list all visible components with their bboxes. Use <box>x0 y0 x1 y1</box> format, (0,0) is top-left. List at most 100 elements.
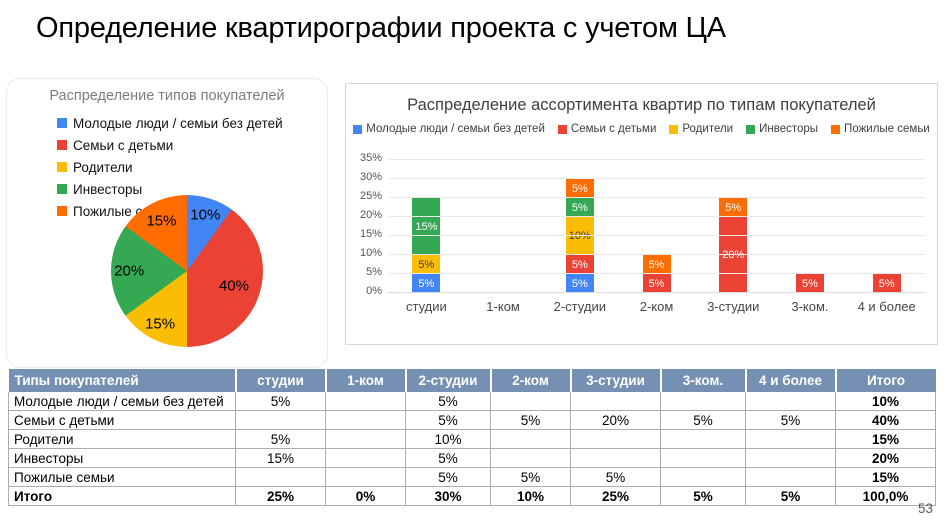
bar-segment-label: 20% <box>719 217 748 293</box>
table-header-cell: 3-студии <box>570 369 662 392</box>
table-cell: Пожилые семьи <box>8 467 236 487</box>
legend-item: Молодые люди / семьи без детей <box>57 112 283 134</box>
legend-item: Молодые люди / семьи без детей <box>353 123 545 135</box>
x-axis-category-label: 4 и более <box>857 299 916 314</box>
gridline <box>388 273 925 274</box>
pie-chart-title: Распределение типов покупателей <box>49 88 285 104</box>
table-cell: Молодые люди / семьи без детей <box>8 392 236 411</box>
table-cell <box>490 429 571 449</box>
bar-segment-label: 5% <box>642 255 671 274</box>
table-header-cell: 1-ком <box>325 369 407 392</box>
table-header-cell: студии <box>235 369 327 392</box>
legend-item-label: Молодые люди / семьи без детей <box>366 123 545 136</box>
table-cell: 5% <box>405 467 491 487</box>
table-cell <box>745 429 836 449</box>
pie-slice-label: 20% <box>114 262 145 280</box>
table-row: Пожилые семьи 5% 5% 5% 15% <box>8 467 936 487</box>
bar-stack: 5% 5% 10% 5% 5% <box>565 179 594 293</box>
y-axis-tick-label: 25% <box>359 190 382 202</box>
gridline <box>388 178 925 179</box>
table-cell <box>325 467 406 487</box>
table-header-cell: 3-ком. <box>660 369 747 392</box>
bar-column: 5% <box>848 160 925 293</box>
table-cell: Семьи с детьми <box>8 410 236 430</box>
bar-column: 5% 5% <box>618 160 695 293</box>
table-row: Семьи с детьми 5% 5% 20% 5% 5% 40% <box>8 410 936 430</box>
legend-item: Родители <box>669 123 733 135</box>
bar-segment-label: 5% <box>565 198 594 217</box>
bar-segment-label: 10% <box>565 217 594 255</box>
y-axis-tick-label: 35% <box>359 152 382 164</box>
table-header-cell: 4 и более <box>745 369 837 392</box>
legend-item: Семьи с детьми <box>57 134 283 156</box>
table-cell: 5% <box>490 467 571 487</box>
gridline <box>388 216 925 217</box>
table-cell: 15% <box>235 448 326 468</box>
table-header-cell: Итого <box>835 369 936 392</box>
y-axis-tick-label: 10% <box>359 247 382 259</box>
bar-column: 5% <box>772 160 849 293</box>
table-row: Родители 5% 10% 15% <box>8 429 936 449</box>
legend-swatch-icon <box>57 140 67 150</box>
table-cell <box>490 448 571 468</box>
x-axis-category-labels: студии 1-ком 2-студии 2-ком 3-студии 3-ком. 4 … <box>388 299 925 314</box>
y-axis-tick-label: 30% <box>359 171 382 183</box>
table-row: Итого 25% 0% 30% 10% 25% 5% 5% 100,0% <box>8 486 936 506</box>
table-cell <box>325 410 406 430</box>
legend-item-label: Молодые люди / семьи без детей <box>73 115 283 131</box>
table-cell <box>325 392 406 411</box>
table-header-cell: Типы покупателей <box>8 369 237 392</box>
legend-item: Инвесторы <box>746 123 818 135</box>
legend-item-label: Семьи с детьми <box>570 123 657 136</box>
table-header-cell: 2-студии <box>405 369 492 392</box>
bar-column: 5% 5% 10% 5% 5% <box>541 160 618 293</box>
bar-chart-plot-area: 5% 5% 15% 5% 5% 10% 5% 5% 5% 5% 20% 5% 5% 5% 0% 5% 10% 1… <box>360 152 925 297</box>
table-cell: 10% <box>405 429 491 449</box>
legend-item: Пожилые семьи <box>831 123 930 135</box>
bar-chart-card: Распределение ассортимента квартир по ти… <box>345 83 938 345</box>
bar-stack: 5% <box>795 274 824 293</box>
pie-slice-label: 15% <box>146 212 177 230</box>
legend-swatch-icon <box>669 124 679 134</box>
gridline <box>388 197 925 198</box>
table-cell <box>325 448 406 468</box>
table-cell: 5% <box>660 486 746 506</box>
table-cell <box>660 467 746 487</box>
table-cell: 40% <box>835 410 936 430</box>
table-cell <box>745 467 836 487</box>
table-cell <box>235 410 326 430</box>
table-cell <box>745 392 836 411</box>
bar-chart-bars: 5% 5% 15% 5% 5% 10% 5% 5% 5% 5% 20% 5% 5% 5% <box>388 160 925 293</box>
table-row: Инвесторы 15% 5% 20% <box>8 448 936 468</box>
bar-stack: 20% 5% <box>719 198 748 293</box>
legend-item-label: Родители <box>73 159 133 175</box>
x-axis-category-label: студии <box>405 299 447 314</box>
legend-item-label: Инвесторы <box>759 123 819 136</box>
table-cell: 5% <box>490 410 571 430</box>
bar-segment-label: 5% <box>412 274 441 293</box>
table-cell <box>660 448 746 468</box>
table-cell: 30% <box>405 486 491 506</box>
table-cell: 20% <box>570 410 661 430</box>
legend-swatch-icon <box>746 124 756 134</box>
table-cell: 25% <box>235 486 326 506</box>
pie-slice-label: 40% <box>218 277 249 295</box>
table-cell <box>570 392 661 411</box>
table-cell <box>235 467 326 487</box>
bar-stack: 5% 5% 15% <box>412 198 441 293</box>
table-cell: 20% <box>835 448 936 468</box>
legend-swatch-icon <box>57 184 67 194</box>
x-axis-category-label: 3-ком. <box>791 299 829 314</box>
table-cell <box>660 392 746 411</box>
pie-slice-label: 15% <box>145 315 176 333</box>
legend-swatch-icon <box>831 124 841 134</box>
y-axis-tick-label: 5% <box>366 266 382 278</box>
table-cell <box>745 448 836 468</box>
table-cell: Инвесторы <box>8 448 236 468</box>
legend-swatch-icon <box>557 124 567 134</box>
pie-slice-label: 10% <box>190 206 221 224</box>
page-number: 53 <box>917 501 933 516</box>
table-cell <box>325 429 406 449</box>
table-cell: 15% <box>835 467 936 487</box>
